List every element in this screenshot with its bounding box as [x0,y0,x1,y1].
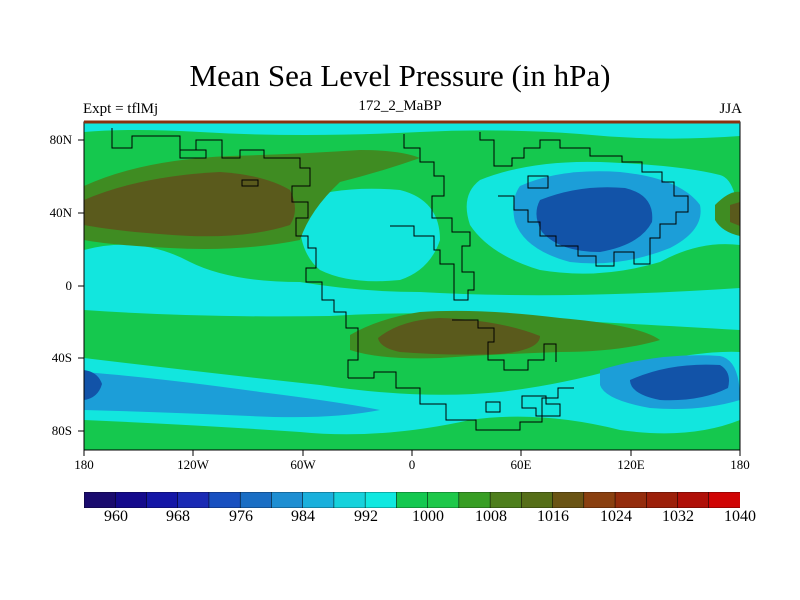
field-below-normal-west [299,188,440,282]
axis-ticks [78,139,741,456]
season-label: JJA [719,101,742,117]
colorbar-label-968: 968 [166,508,190,525]
colorbar-swatch-15 [552,492,585,508]
colorbar [84,492,740,508]
field-very-high-north [84,172,295,237]
lon-tick-60w: 60W [290,457,316,472]
colorbar-label-1008: 1008 [475,508,507,525]
field-very-high-east [730,202,740,226]
field-high-east [715,191,740,236]
colorbar-swatch-12 [458,492,491,508]
colorbar-swatch-1 [114,492,148,508]
colorbar-swatch-17 [614,492,648,508]
coastline-island-a [527,175,549,189]
colorbar-swatch-16 [583,492,616,508]
experiment-label: Expt = tflMj [83,101,159,117]
coastline-island-d [521,395,561,417]
colorbar-swatch-3 [177,492,210,508]
lon-tick-120w: 120W [177,457,209,472]
lat-tick-40n: 40N [49,205,72,220]
colorbar-swatch-14 [521,492,554,508]
colorbar-label-1000: 1000 [412,508,444,525]
colorbar-label-1024: 1024 [600,508,632,525]
colorbar-label-976: 976 [229,508,253,525]
lon-tick-0: 0 [408,457,416,472]
coastline-island-c [179,149,207,159]
lat-tick-80n: 80N [49,132,72,147]
colorbar-label-1032: 1032 [662,508,694,525]
lat-tick-0: 0 [65,278,73,293]
colorbar-swatch-9 [364,492,398,508]
coastline-island-b [241,179,259,187]
colorbar-swatch-0 [84,492,116,508]
colorbar-swatch-13 [489,492,523,508]
plot-title: Mean Sea Level Pressure (in hPa) [189,58,611,93]
colorbar-swatch-19 [677,492,710,508]
colorbar-swatch-6 [271,492,304,508]
field-very-high-south [378,318,540,355]
coastline-central-block [390,134,475,301]
lat-tick-80s: 80S [51,423,72,438]
colorbar-swatch-2 [146,492,179,508]
lon-tick-120e: 120E [617,457,645,472]
colorbar-swatch-8 [333,492,366,508]
coastlines [111,128,689,431]
colorbar-label-992: 992 [354,508,378,525]
coastline-laurasia-west [111,128,359,378]
colorbar-label-1016: 1016 [537,508,569,525]
run-label: 172_2_MaBP [358,98,442,114]
field-low-south [84,372,380,418]
colorbar-swatch-7 [302,492,335,508]
colorbar-swatch-20 [708,492,740,508]
colorbar-swatch-10 [396,492,429,508]
coastline-northeast-block [479,132,689,267]
field-below-normal-tropics [84,244,740,330]
colorbar-label-984: 984 [291,508,315,525]
coastline-island-e [485,401,501,413]
field-deep-low-southeast [630,364,729,401]
coastline-gondwana-west [348,371,574,431]
colorbar-swatch-18 [646,492,679,508]
colorbar-swatch-5 [239,492,273,508]
field-below-normal-arctic [84,122,740,139]
colorbar-label-1040: 1040 [724,508,756,525]
colorbar-label-960: 960 [104,508,128,525]
field-deep-low-southwest [84,370,102,400]
coastline-south-block [452,319,557,371]
colorbar-swatch-4 [208,492,241,508]
colorbar-swatch-11 [427,492,460,508]
lon-tick-60e: 60E [510,457,532,472]
lon-tick-180e: 180 [730,457,750,472]
lon-tick-180w: 180 [74,457,94,472]
field-deep-low-northeast [536,187,653,252]
lat-tick-40s: 40S [51,350,72,365]
pressure-field [84,122,740,450]
